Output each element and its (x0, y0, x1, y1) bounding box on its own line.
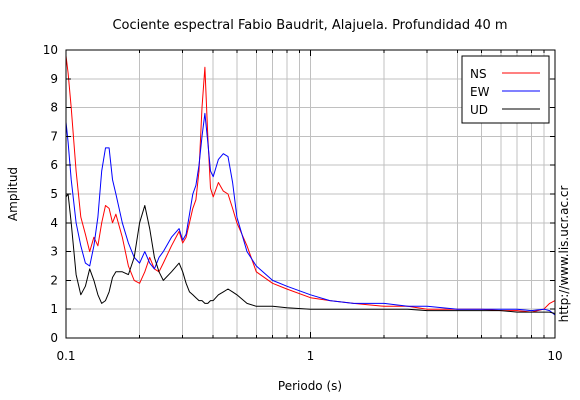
y-tick-label: 2 (50, 273, 58, 287)
x-tick-label: 1 (307, 349, 315, 363)
legend-label-ew: EW (470, 85, 490, 99)
y-tick-label: 10 (43, 43, 58, 57)
y-axis-label: Amplitud (6, 167, 20, 221)
legend-label-ud: UD (470, 103, 488, 117)
legend-label-ns: NS (470, 67, 487, 81)
chart-title: Cociente espectral Fabio Baudrit, Alajue… (112, 18, 507, 33)
legend-box (461, 55, 550, 124)
y-tick-label: 8 (50, 101, 58, 115)
legend: NS EW UD (461, 55, 550, 124)
series-line-ew (65, 112, 556, 316)
y-tick-label: 7 (50, 129, 58, 143)
y-tick-label: 9 (50, 72, 58, 86)
y-tick-label: 3 (50, 245, 58, 259)
x-tick-label: 10 (547, 349, 562, 363)
x-tick-label: 0.1 (56, 349, 75, 363)
series-line-ud (65, 193, 556, 314)
y-tick-label: 6 (50, 158, 58, 172)
axis-ticks: 0 1 2 3 4 5 6 7 8 9 10 0.1 1 10 (43, 43, 563, 363)
source-url-text: http://www.lis.ucr.ac.cr (557, 186, 571, 323)
y-tick-label: 0 (50, 331, 58, 345)
plot-series (65, 55, 556, 316)
y-tick-label: 5 (50, 187, 58, 201)
series-line-ns (65, 55, 556, 313)
y-tick-label: 1 (50, 302, 58, 316)
y-tick-label: 4 (50, 216, 58, 230)
x-axis-label: Periodo (s) (278, 379, 342, 393)
